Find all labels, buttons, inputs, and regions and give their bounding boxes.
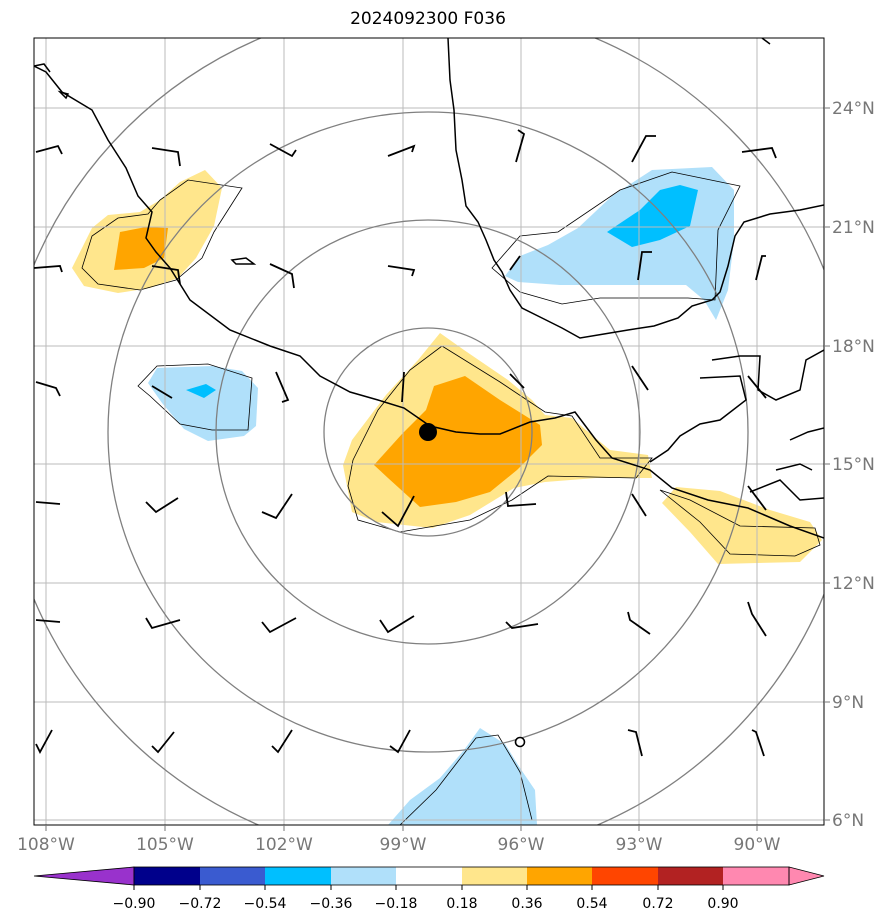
lat-label: 24°N [832, 99, 875, 119]
colorbar-labels: −0.90 −0.72 −0.54 −0.36 −0.18 0.18 0.36 … [113, 896, 739, 912]
colorbar-segment [134, 867, 200, 885]
map-frame [33, 37, 825, 826]
belize-honduras-coast [749, 427, 824, 501]
strong-positive-anomaly-nw [114, 227, 168, 270]
contour-lines [81, 171, 821, 825]
secondary-marker [514, 736, 526, 748]
colorbar-segment [200, 867, 265, 885]
latitude-labels: 24°N 21°N 18°N 15°N 12°N 9°N 6°N [832, 99, 875, 831]
island [230, 257, 257, 265]
colorbar-extend-low [33, 866, 135, 886]
lon-label: 108°W [17, 835, 75, 855]
lat-label: 18°N [832, 337, 875, 357]
baja-tip [34, 63, 51, 73]
colorbar-segment [723, 867, 789, 885]
colorbar-segment [592, 867, 658, 885]
colorbar-label: −0.72 [179, 896, 222, 912]
colorbar-label: −0.54 [244, 896, 287, 912]
pacific-coast [34, 65, 824, 539]
colorbar-segment [396, 867, 462, 885]
lat-label: 21°N [832, 218, 875, 238]
island-2 [57, 90, 70, 100]
florida-tip [761, 38, 771, 45]
colorbar-segment [265, 867, 331, 885]
wind-barbs [34, 129, 777, 757]
range-rings [34, 38, 824, 825]
coastlines [34, 38, 824, 539]
lat-label: 9°N [832, 693, 864, 713]
central-america-border [649, 375, 747, 463]
strong-negative-anomaly-w [186, 384, 216, 398]
range-ring-3 [107, 111, 749, 753]
map-title: 2024092300 F036 [350, 9, 506, 29]
colorbar-segment [331, 867, 396, 885]
lon-label: 105°W [136, 835, 194, 855]
colorbar-segment [462, 867, 527, 885]
lon-label: 93°W [616, 835, 663, 855]
colorbar-label: −0.18 [375, 896, 418, 912]
lon-label: 102°W [255, 835, 313, 855]
tick-marks [45, 107, 830, 831]
colorbar-ticks [133, 885, 724, 890]
yucatan-coast [711, 349, 824, 401]
gulf-coast-texas [447, 38, 824, 339]
strong-negative-anomaly-gulf [607, 185, 698, 247]
colorbar-label: −0.36 [310, 896, 353, 912]
longitude-labels: 108°W 105°W 102°W 99°W 96°W 93°W 90°W [17, 835, 781, 855]
lon-label: 90°W [734, 835, 781, 855]
colorbar-label: −0.90 [113, 896, 156, 912]
lat-label: 12°N [832, 574, 875, 594]
colorbar-extend-high [788, 866, 825, 886]
colorbar-label: 0.54 [576, 896, 607, 912]
negative-anomaly-south [388, 728, 537, 825]
colorbar-segment [658, 867, 723, 885]
colorbar-label: 0.72 [642, 896, 673, 912]
lat-label: 15°N [832, 455, 875, 475]
colorbar-segment [527, 867, 592, 885]
colorbar-label: 0.90 [707, 896, 738, 912]
range-ring-2 [215, 219, 641, 645]
storm-center-marker [419, 423, 437, 441]
lon-label: 99°W [380, 835, 427, 855]
anomaly-fill [72, 167, 822, 825]
colorbar: −0.90 −0.72 −0.54 −0.36 −0.18 0.18 0.36 … [33, 866, 825, 912]
colorbar-label: 0.18 [446, 896, 477, 912]
lon-label: 96°W [498, 835, 545, 855]
range-ring-1 [323, 327, 533, 537]
lat-lon-grid [34, 38, 824, 825]
colorbar-label: 0.36 [511, 896, 542, 912]
lat-label: 6°N [832, 811, 864, 831]
negative-anomaly-w [148, 366, 258, 441]
strong-positive-anomaly-center [374, 376, 542, 507]
map-area [34, 38, 824, 825]
